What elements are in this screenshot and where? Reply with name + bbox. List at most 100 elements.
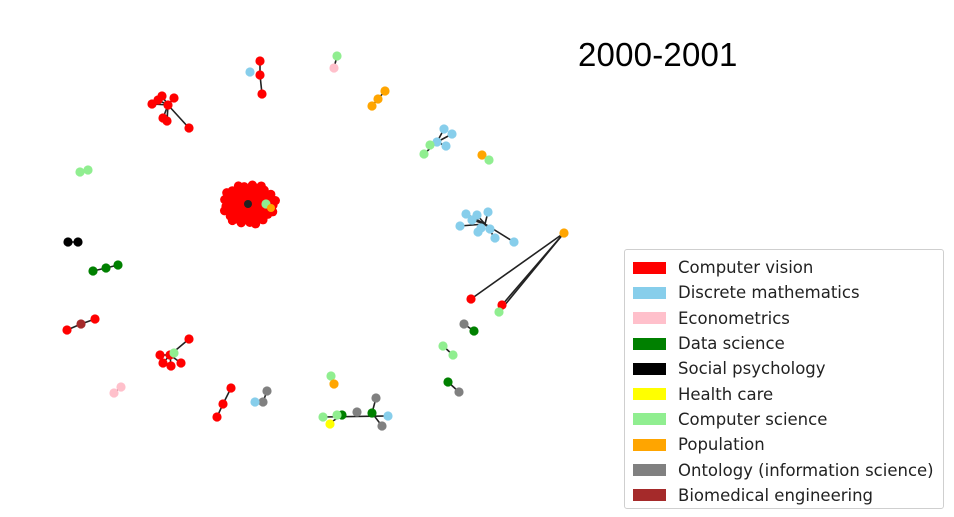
graph-node — [163, 100, 173, 110]
graph-node — [477, 150, 487, 160]
graph-node — [226, 383, 236, 393]
graph-node — [490, 233, 500, 243]
graph-node — [147, 99, 157, 109]
graph-node — [255, 70, 265, 80]
graph-node — [425, 140, 435, 150]
graph-edge — [470, 232, 565, 300]
legend-swatch — [633, 312, 666, 325]
legend-item: Biomedical engineering — [633, 483, 943, 508]
graph-node — [443, 377, 453, 387]
graph-node — [367, 408, 377, 418]
legend-swatch — [633, 362, 666, 375]
legend-label: Computer vision — [678, 258, 814, 278]
graph-node — [176, 358, 186, 368]
legend-item: Discrete mathematics — [633, 280, 943, 305]
legend-label: Discrete mathematics — [678, 283, 860, 303]
legend-swatch — [633, 489, 666, 502]
graph-node — [329, 63, 339, 73]
graph-node — [258, 215, 268, 225]
legend-swatch — [633, 413, 666, 426]
graph-node — [439, 124, 449, 134]
graph-node — [469, 326, 479, 336]
graph-node — [63, 237, 73, 247]
graph-node — [73, 237, 83, 247]
graph-node — [162, 116, 172, 126]
graph-node — [83, 165, 93, 175]
graph-node — [62, 325, 72, 335]
graph-node — [380, 86, 390, 96]
graph-node — [270, 195, 280, 206]
graph-node — [509, 237, 519, 247]
graph-node — [222, 188, 232, 198]
legend-item: Social psychology — [633, 356, 943, 381]
legend-swatch — [633, 261, 666, 274]
graph-node — [371, 393, 381, 403]
graph-node — [247, 180, 257, 190]
graph-node — [419, 149, 429, 159]
legend-label: Ontology (information science) — [678, 460, 934, 480]
graph-node — [466, 294, 476, 304]
legend-item: Ontology (information science) — [633, 457, 943, 482]
graph-node — [484, 155, 494, 165]
graph-node — [116, 382, 126, 392]
graph-node — [250, 219, 261, 229]
graph-node — [236, 218, 246, 228]
graph-node — [267, 204, 275, 212]
legend-label: Data science — [678, 334, 785, 354]
graph-node — [455, 221, 465, 231]
graph-node — [476, 223, 486, 233]
graph-node — [157, 91, 167, 101]
graph-node — [483, 207, 493, 217]
graph-node — [262, 386, 272, 396]
graph-node — [325, 419, 335, 429]
legend-item: Econometrics — [633, 306, 943, 331]
graph-node — [244, 200, 252, 208]
legend-label: Biomedical engineering — [678, 485, 874, 505]
graph-node — [184, 334, 194, 344]
graph-node — [332, 51, 342, 61]
graph-node — [233, 181, 244, 191]
graph-node — [559, 228, 569, 238]
graph-node — [256, 181, 266, 191]
graph-node — [169, 93, 179, 103]
graph-node — [90, 314, 100, 324]
graph-node — [88, 266, 98, 276]
graph-node — [447, 129, 457, 139]
legend-swatch — [633, 464, 666, 477]
graph-node — [101, 263, 111, 273]
legend-label: Population — [678, 435, 765, 455]
graph-node — [318, 412, 328, 422]
graph-node — [227, 215, 238, 226]
graph-node — [472, 210, 482, 220]
legend-label: Computer science — [678, 409, 828, 429]
graph-node — [258, 397, 268, 407]
legend-item: Data science — [633, 331, 943, 356]
graph-node — [219, 206, 230, 216]
graph-node — [76, 319, 86, 329]
graph-node — [454, 387, 464, 397]
legend-swatch — [633, 388, 666, 401]
legend-swatch — [633, 438, 666, 451]
edges — [66, 55, 565, 427]
graph-node — [377, 421, 387, 431]
legend: Computer vision Discrete mathematics Econo… — [624, 249, 944, 509]
graph-node — [212, 412, 222, 422]
graph-node — [497, 300, 507, 310]
graph-node — [155, 350, 165, 360]
graph-node — [326, 371, 336, 381]
graph-node — [158, 358, 168, 368]
graph-node — [461, 209, 471, 219]
graph-node — [332, 410, 342, 420]
graph-node — [218, 399, 228, 409]
nodes — [62, 51, 569, 431]
graph-edge — [498, 232, 565, 313]
graph-node — [250, 397, 260, 407]
legend-swatch — [633, 286, 666, 299]
legend-item: Health care — [633, 381, 943, 406]
graph-node — [75, 167, 85, 177]
graph-node — [367, 101, 377, 111]
graph-node — [113, 260, 123, 270]
graph-node — [169, 348, 179, 358]
legend-label: Health care — [678, 384, 774, 404]
